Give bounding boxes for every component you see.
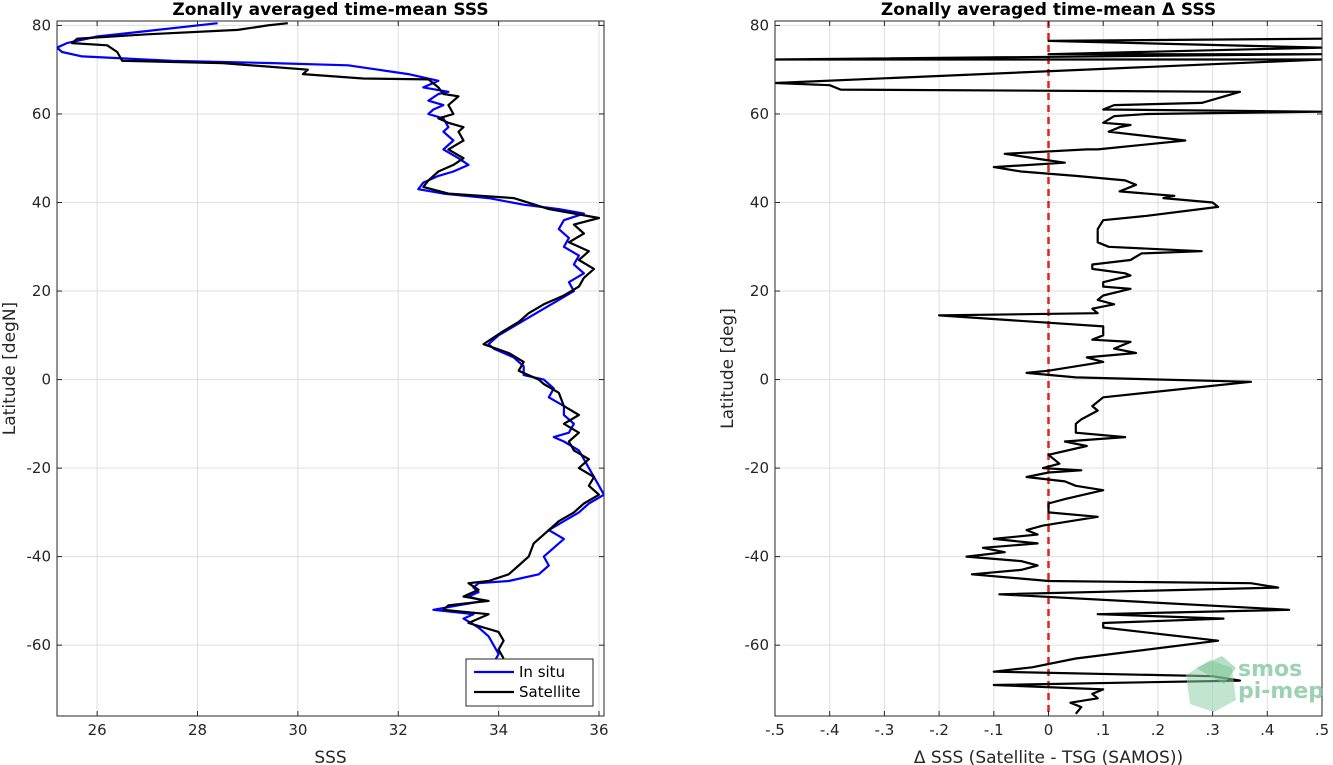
legend-label-satellite: Satellite: [519, 683, 580, 701]
chart-title: Zonally averaged time-mean SSS: [172, 0, 488, 20]
x-tick-label: -.4: [820, 721, 840, 739]
x-tick-label: 34: [489, 721, 508, 739]
x-tick-label: .3: [1205, 721, 1219, 739]
x-tick-label: .5: [1315, 721, 1329, 739]
y-axis-label: Latitude [degN]: [0, 302, 20, 435]
x-tick-label: 30: [288, 721, 307, 739]
y-tick-label: 60: [750, 105, 769, 123]
y-tick-label: 0: [759, 371, 769, 389]
x-tick-label: 28: [188, 721, 207, 739]
left-panel: 26 28 30 32 34 36 80 60 40 20 0 -20 -40 -60 Zonally av…: [0, 0, 609, 765]
y-tick-label: -20: [745, 459, 770, 477]
legend: In situ Satellite: [465, 658, 594, 707]
y-tick-label: 20: [750, 282, 769, 300]
y-tick-label: 20: [32, 282, 51, 300]
x-tick-label: 26: [88, 721, 107, 739]
x-tick-label: .1: [1096, 721, 1110, 739]
x-tick-label: -.3: [875, 721, 895, 739]
y-tick-label: 0: [41, 371, 51, 389]
y-tick-label: 80: [750, 16, 769, 34]
series-line-delta-sss: [775, 37, 1322, 715]
x-tick-label: 36: [589, 721, 608, 739]
plot-frame: [56, 20, 605, 717]
y-tick-label: 80: [32, 16, 51, 34]
legend-label-in-situ: In situ: [519, 663, 565, 681]
chart-title: Zonally averaged time-mean Δ SSS: [881, 0, 1216, 20]
logo-shape-icon: [1196, 656, 1236, 684]
legend-box: [465, 658, 594, 707]
y-tick-label: -40: [27, 548, 52, 566]
logo-text-pi-mep: pi-mep: [1238, 679, 1324, 704]
x-axis-label: SSS: [314, 748, 346, 765]
x-tick-label: 32: [389, 721, 408, 739]
right-panel: -.5 -.4 -.3 -.2 -.1 0 .1 .2 .3 .4 .5 80 60 40 20 0 -20 -4…: [718, 0, 1329, 765]
x-tick-label: 0: [1044, 721, 1054, 739]
y-tick-label: 40: [750, 193, 769, 211]
x-axis-label: Δ SSS (Satellite - TSG (SAMOS)): [914, 748, 1183, 765]
y-tick-label: -60: [745, 636, 770, 654]
y-axis-label: Latitude [deg]: [718, 308, 738, 429]
logo-text-smos: smos: [1238, 657, 1302, 682]
y-tick-label: -20: [27, 459, 52, 477]
x-tick-label: .2: [1151, 721, 1165, 739]
series-line-satellite: [71, 22, 601, 660]
x-tick-label: -.1: [984, 721, 1004, 739]
y-tick-label: -40: [745, 548, 770, 566]
y-tick-label: 40: [32, 193, 51, 211]
y-tick-label: -60: [27, 636, 52, 654]
y-tick-label: 60: [32, 105, 51, 123]
series-line-in-situ: [57, 22, 604, 664]
x-tick-label: -.5: [765, 721, 785, 739]
x-tick-label: -.2: [929, 721, 949, 739]
x-tick-label: .4: [1260, 721, 1274, 739]
